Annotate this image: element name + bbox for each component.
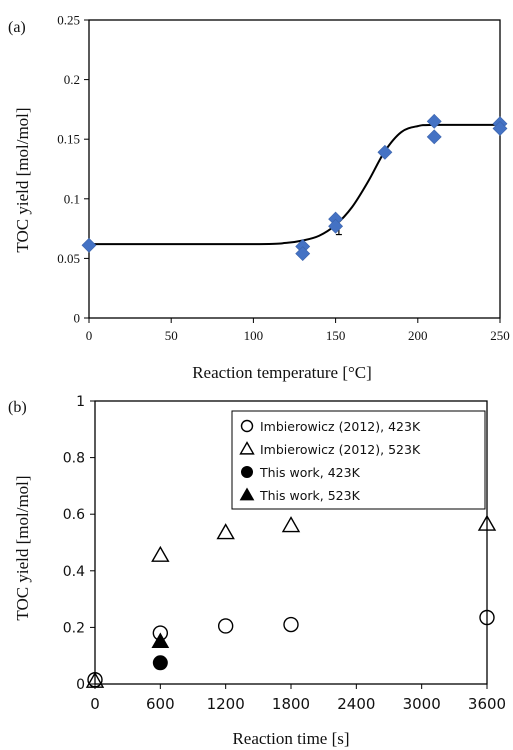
panel-a-label: (a) [8, 19, 26, 36]
panel-a-fit-curve [88, 123, 501, 246]
panel-b-legend-label: Imbierowicz (2012), 523K [260, 442, 421, 457]
panel-b-data-point [283, 616, 299, 633]
panel-a-x-tick-label: 250 [490, 328, 510, 343]
panel-b-data-point [217, 618, 234, 634]
panel-b-legend-marker [241, 466, 253, 478]
panel-b-y-tick-label: 0 [76, 677, 85, 693]
panel-b-data-point [479, 609, 495, 626]
panel-b-data-point [85, 671, 105, 688]
panel-b-x-tick-label: 1800 [272, 695, 310, 713]
panel-b-y-tick-label: 1 [76, 394, 85, 410]
panel-b-y-tick-label: 0.6 [63, 507, 85, 523]
panel-a-data-point [426, 129, 442, 145]
panel-b-label: (b) [8, 399, 27, 416]
panel-a-xlabel: Reaction temperature [°C] [192, 363, 372, 382]
panel-a-x-tick-label: 100 [244, 328, 264, 343]
panel-b-ylabel: TOC yield [mol/mol] [13, 475, 32, 620]
panel-b-xlabel: Reaction time [s] [232, 729, 349, 748]
panel-a-y-tick-label: 0.15 [57, 132, 80, 147]
panel-b-y-tick-label: 0.4 [63, 564, 85, 580]
panel-b-legend-label: This work, 523K [259, 488, 361, 503]
panel-a-y-tick-label: 0.05 [57, 251, 80, 266]
panel-b-data-point [151, 632, 170, 649]
panel-b-legend-marker [239, 441, 255, 455]
panel-b-y-tick-label: 0.2 [63, 620, 85, 636]
panel-b-data-point [281, 516, 301, 533]
panel-a-data-point [377, 144, 393, 160]
panel-a-data-point [295, 246, 311, 262]
panel-a-plot-frame [88, 19, 501, 319]
panel-b-data-point [216, 523, 235, 540]
panel-a-x-tick-label: 200 [408, 328, 428, 343]
panel-b-legend-marker [239, 487, 255, 501]
panel-b-data-point [152, 655, 168, 671]
panel-b-data-point [151, 545, 170, 562]
panel-a-y-tick-label: 0 [74, 311, 81, 326]
panel-b-x-tick-label: 3600 [468, 695, 506, 713]
panel-b-legend-label: This work, 423K [259, 465, 361, 480]
panel-b-x-tick-label: 2400 [337, 695, 375, 713]
panel-b-x-tick-label: 1200 [207, 695, 245, 713]
panel-a-data-point [81, 237, 97, 253]
panel-a-x-tick-label: 150 [326, 328, 346, 343]
panel-b-data-point [477, 514, 497, 531]
panel-b-x-tick-label: 3000 [403, 695, 441, 713]
panel-a-ylabel: TOC yield [mol/mol] [13, 107, 32, 252]
panel-a-data-point [426, 113, 442, 129]
panel-b-legend-label: Imbierowicz (2012), 423K [260, 419, 421, 434]
panel-a-data-point [328, 218, 344, 234]
panel-b-legend-box [231, 410, 486, 510]
panel-b-x-tick-label: 0 [90, 695, 100, 713]
panel-a-y-tick-label: 0.2 [64, 72, 80, 87]
panel-a-x-tick-label: 50 [165, 328, 178, 343]
panel-a-y-tick-label: 0.25 [57, 13, 80, 28]
panel-b-x-tick-label: 600 [146, 695, 175, 713]
panel-a-data-point [492, 121, 508, 136]
panel-b-y-tick-label: 0.8 [63, 451, 85, 467]
panel-b-legend-marker [240, 419, 254, 433]
panel-a-y-tick-label: 0.1 [64, 191, 80, 206]
panel-a-x-tick-label: 0 [86, 328, 93, 343]
